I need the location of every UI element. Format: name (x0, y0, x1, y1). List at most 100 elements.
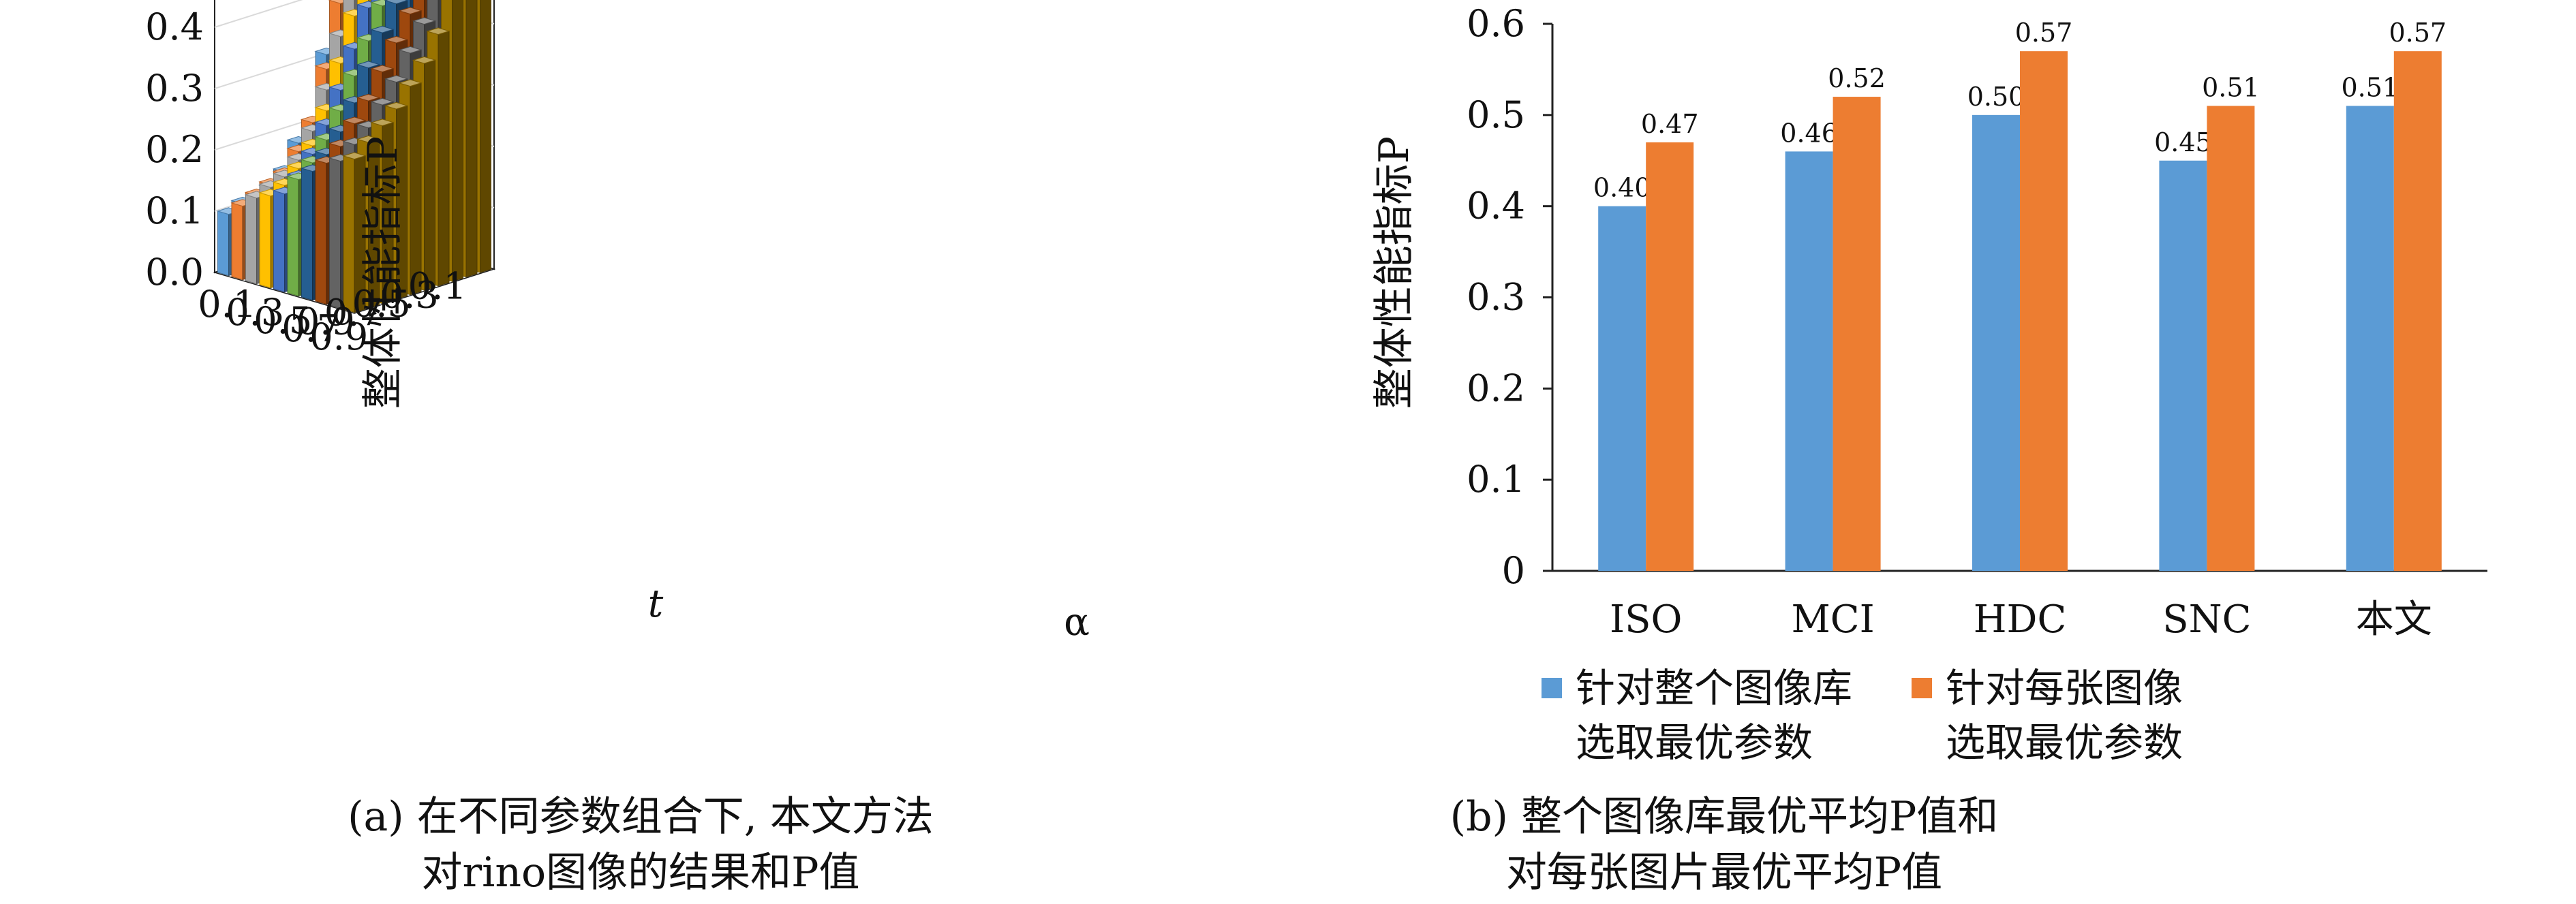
chart-grouped-bar: 0 0.1 0.2 0.3 0.4 0.5 0.6 整体性能指标P ISO MCI HDC SNC 本文… (1370, 2, 2487, 766)
bar-side-face (480, 0, 491, 273)
legend-label-line2: 选取最优参数 (1576, 719, 1813, 766)
t-tick-label: 0.3 (380, 273, 439, 316)
bar-top-face (356, 61, 381, 69)
bar-front-face (273, 190, 285, 293)
bar-top-face (412, 17, 437, 25)
y-tick-label: 0.1 (1467, 458, 1525, 501)
legend-swatch (1912, 678, 1932, 698)
data-label: 0.52 (1828, 63, 1886, 93)
y-tick-label: 0.4 (1467, 185, 1525, 228)
bar-top-face (412, 56, 437, 64)
alpha-axis-title: α (1064, 600, 1090, 644)
chart-3d-bar: 0.00.10.20.30.40.50.60.10.30.50.70.90.10… (145, 0, 1090, 644)
t-tick-label: 0.7 (324, 291, 383, 334)
bar (1833, 97, 1881, 572)
bars: 0.40 0.47 0.46 0.52 0.50 0.57 0.45 0.51 0.51 0.57 (1593, 18, 2447, 572)
alpha-tick-label: 0.5 (254, 299, 312, 342)
legend-label-line1: 针对整个图像库 (1576, 665, 1852, 711)
y-tick-label: 0.6 (1467, 2, 1525, 45)
bar-front-face (231, 202, 243, 281)
bar-top-face (398, 79, 423, 87)
caption-b-line1: (b) 整个图像库最优平均P值和 (1450, 793, 1999, 841)
bar-3d (342, 152, 367, 313)
legend-swatch (1542, 678, 1562, 698)
bar-top-face (384, 102, 409, 110)
y-tick-label: 0 (1502, 549, 1525, 592)
bar-top-face (370, 119, 395, 127)
data-label: 0.57 (2015, 18, 2073, 48)
data-label: 0.45 (2154, 127, 2212, 157)
bar-top-face (356, 135, 381, 143)
bars (216, 0, 491, 313)
data-label: 0.50 (1967, 82, 2025, 112)
x-tick-label: HDC (1974, 597, 2067, 642)
x-tick-label: SNC (2162, 597, 2251, 642)
bar-side-face (438, 30, 450, 287)
axes: 0 0.1 0.2 0.3 0.4 0.5 0.6 整体性能指标P ISO MCI HDC SNC 本文 (1370, 2, 2487, 642)
bar-top-face (384, 0, 409, 5)
bar-front-face (329, 157, 341, 309)
bar-top-face (398, 46, 423, 54)
bar-side-face (465, 0, 478, 278)
panel-b: 0 0.1 0.2 0.3 0.4 0.5 0.6 整体性能指标P ISO MCI HDC SNC 本文… (1288, 0, 2576, 904)
alpha-tick-label: 0.3 (226, 291, 284, 334)
bar-top-face (384, 75, 409, 83)
bar-top-face (398, 7, 423, 15)
y-tick-label: 0.3 (1467, 276, 1525, 319)
bar-top-face (370, 65, 395, 73)
z-tick-label: 0.1 (145, 189, 204, 232)
bar-front-face (301, 168, 313, 301)
bar (1598, 206, 1646, 572)
caption-a-line2: 对rino图像的结果和P值 (421, 849, 860, 897)
panel-a: 0.00.10.20.30.40.50.60.10.30.50.70.90.10… (145, 0, 1090, 644)
bar-top-face (426, 27, 450, 35)
data-label: 0.51 (2202, 72, 2260, 102)
t-axis-title: t (648, 582, 664, 626)
bar (2393, 51, 2442, 571)
z-tick-label: 0.4 (145, 5, 204, 48)
data-label: 0.46 (1780, 118, 1838, 148)
bar-front-face (245, 194, 257, 285)
bar-front-face (287, 176, 299, 297)
y-axis-title: 整体性能指标P (1370, 136, 1418, 409)
x-tick-label: ISO (1610, 597, 1682, 642)
caption-b-line2: 对每张图片最优平均P值 (1505, 849, 1943, 897)
bar (2346, 106, 2394, 571)
bar (2020, 51, 2068, 571)
bar (1972, 114, 2020, 572)
x-tick-label: MCI (1791, 597, 1874, 642)
bar-side-face (424, 59, 435, 291)
bar-front-face (259, 192, 271, 289)
bar (2207, 106, 2255, 571)
caption-a-line1: (a) 在不同参数组合下, 本文方法 (348, 793, 934, 841)
bar-top-face (342, 116, 367, 125)
data-label: 0.51 (2341, 72, 2399, 102)
z-tick-label: 0.0 (145, 251, 204, 294)
x-tick-label: 本文 (2356, 597, 2432, 642)
bar-top-face (370, 97, 395, 106)
y-tick-label: 0.5 (1467, 93, 1525, 136)
t-tick-label: 0.9 (296, 300, 355, 343)
bar (1646, 142, 1694, 571)
bar-top-face (370, 25, 395, 33)
bar-top-face (356, 93, 381, 102)
y-tick-label: 0.2 (1467, 367, 1525, 409)
legend-label-line1: 针对每张图像 (1946, 665, 2183, 711)
bar-side-face (452, 0, 463, 282)
t-tick-label: 0.1 (408, 264, 467, 307)
alpha-tick-label: 0.1 (198, 283, 256, 326)
bar-front-face (217, 211, 229, 277)
alpha-tick-label: 0.7 (281, 307, 340, 350)
bar (2159, 160, 2207, 571)
bar (1785, 151, 1833, 571)
caption-b: (b) 整个图像库最优平均P值和 对每张图片最优平均P值 (1349, 789, 2099, 901)
bar-top-face (342, 152, 367, 160)
data-label: 0.40 (1593, 173, 1651, 203)
data-label: 0.47 (1641, 109, 1699, 139)
alpha-tick-label: 0.9 (309, 315, 368, 358)
legend-label-line2: 选取最优参数 (1946, 719, 2183, 766)
bar-top-face (384, 35, 409, 44)
data-label: 0.57 (2389, 18, 2447, 48)
